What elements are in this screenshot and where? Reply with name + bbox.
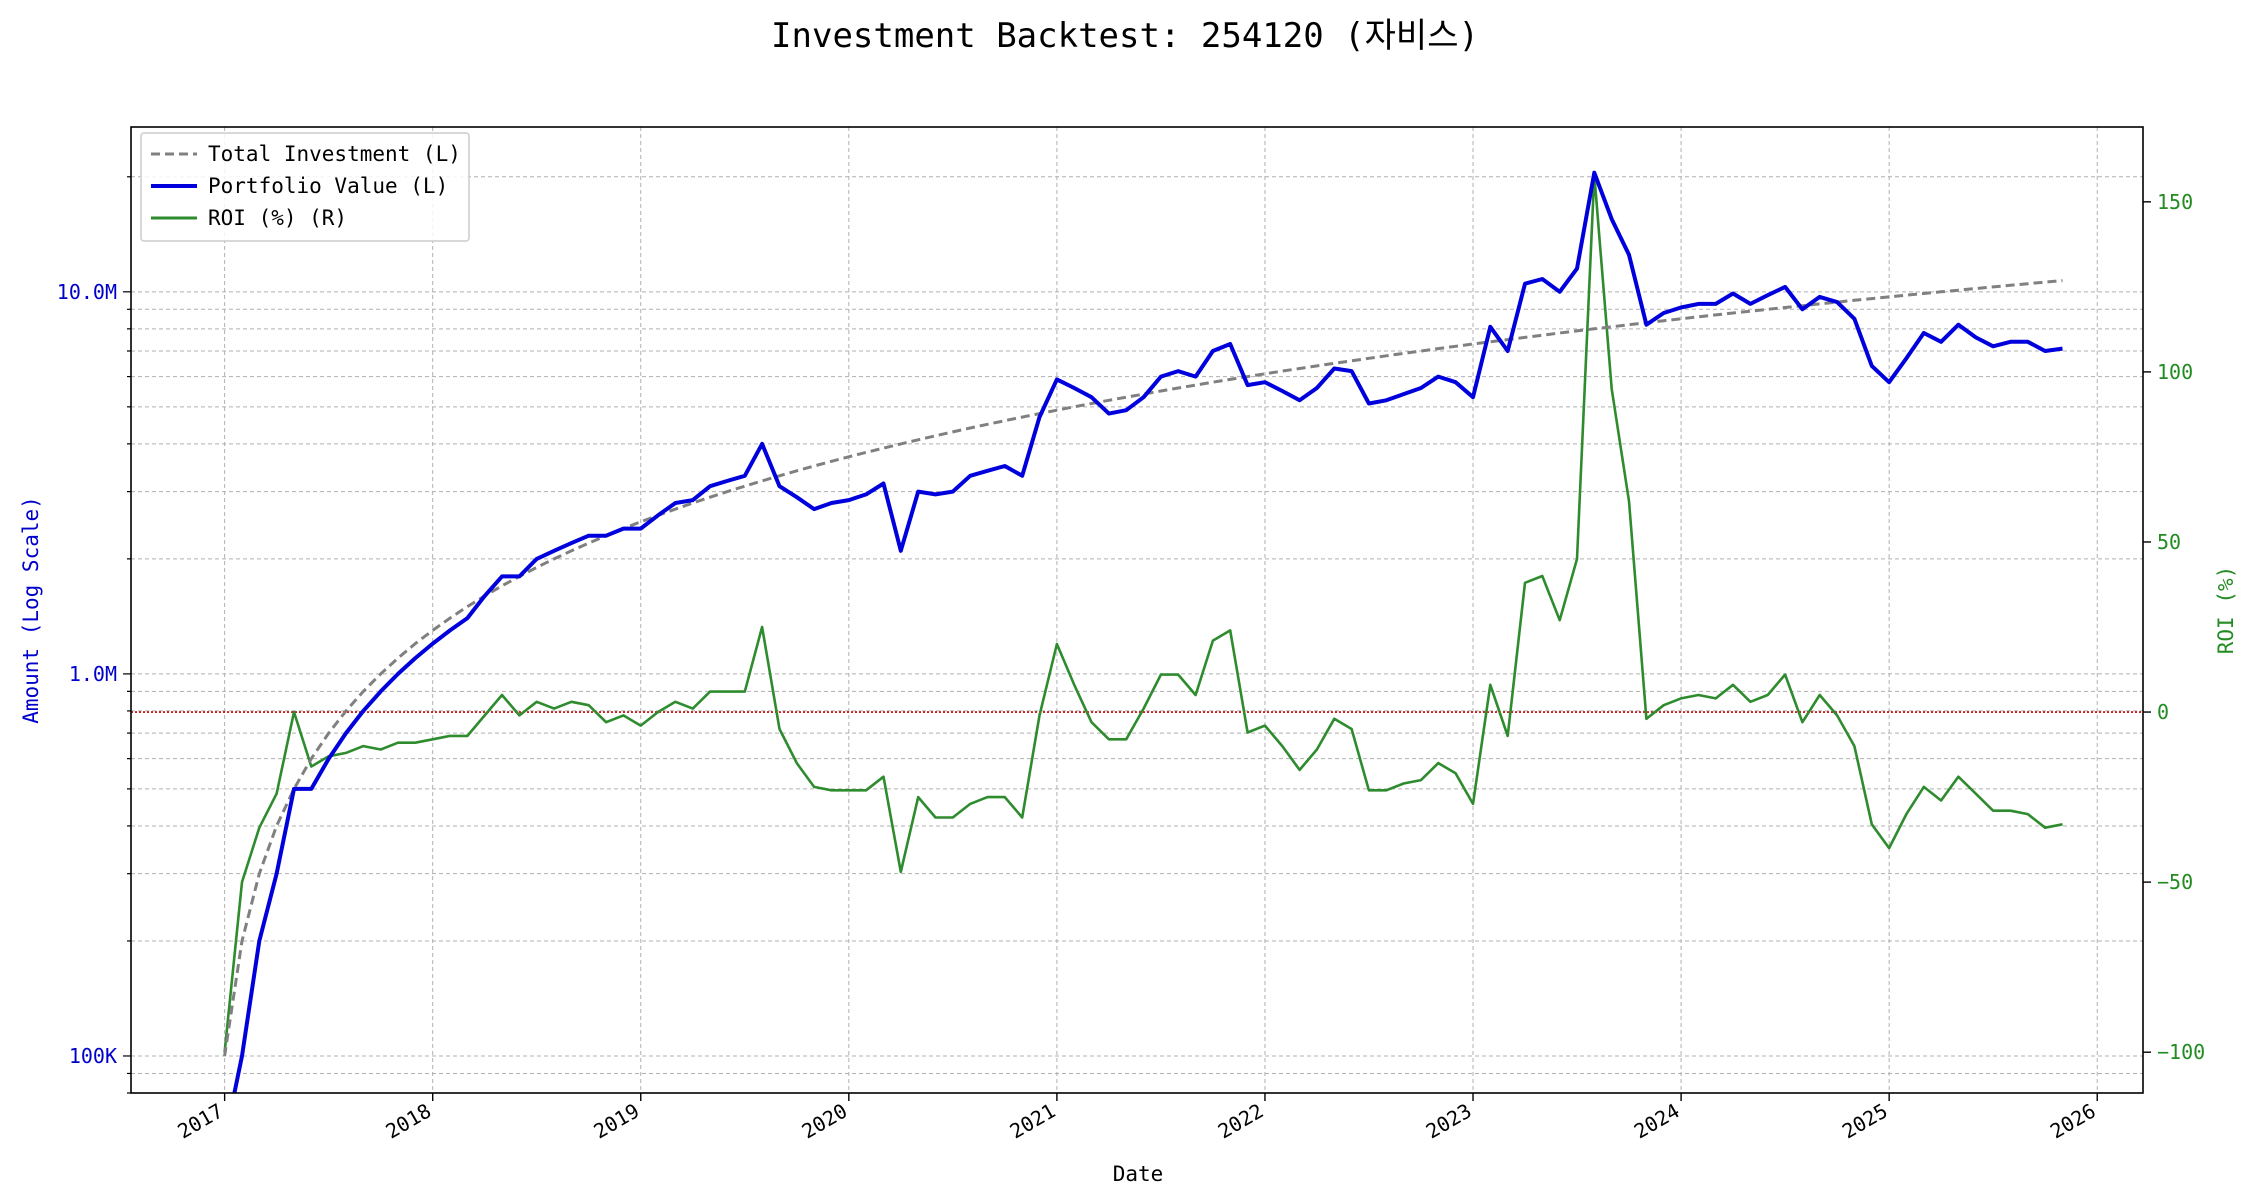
- x-tick-label: 2024: [1630, 1099, 1684, 1144]
- left-y-axis-label: Amount (Log Scale): [19, 496, 43, 724]
- legend: Total Investment (L) Portfolio Value (L)…: [140, 132, 470, 242]
- series-portfolio-value: [232, 170, 2063, 1093]
- legend-label-total-investment: Total Investment (L): [208, 142, 461, 166]
- right-y-axis-label: ROI (%): [2214, 566, 2238, 655]
- right-tick-label: −50: [2157, 870, 2193, 894]
- left-tick-label: 1.0M: [69, 662, 117, 686]
- x-tick-label: 2026: [2046, 1099, 2100, 1144]
- left-tick-label: 100K: [69, 1044, 117, 1068]
- chart-title: Investment Backtest: 254120 (자비스): [771, 16, 1479, 56]
- right-tick-label: 150: [2157, 190, 2193, 214]
- x-tick-label: 2018: [381, 1099, 435, 1144]
- x-tick-label: 2023: [1422, 1099, 1476, 1144]
- legend-label-roi: ROI (%) (R): [208, 206, 347, 230]
- right-tick-label: 0: [2157, 700, 2169, 724]
- series-total-investment: [223, 279, 2063, 1057]
- plot-frame: [130, 126, 2144, 1094]
- right-tick-label: −100: [2157, 1040, 2205, 1064]
- y-axis-left: 100K 1.0M 10.0M: [57, 176, 131, 1094]
- series-layer: [223, 170, 2063, 1093]
- x-tick-label: 2025: [1838, 1099, 1892, 1144]
- x-axis-label: Date: [1113, 1162, 1164, 1186]
- x-tick-label: 2019: [590, 1099, 644, 1144]
- x-tick-label: 2017: [173, 1099, 227, 1144]
- series-roi: [223, 173, 2063, 1053]
- legend-label-portfolio-value: Portfolio Value (L): [208, 174, 448, 198]
- legend-box: [140, 132, 470, 242]
- x-tick-label: 2021: [1006, 1099, 1060, 1144]
- right-tick-label: 100: [2157, 360, 2193, 384]
- x-axis: 2017 2018 2019 2020 2021 2022 2023 2024 2025 2026: [173, 1093, 2100, 1144]
- x-tick-label: 2022: [1214, 1099, 1268, 1144]
- left-tick-label: 10.0M: [57, 280, 117, 304]
- x-tick-label: 2020: [798, 1099, 852, 1144]
- right-tick-label: 50: [2157, 530, 2181, 554]
- y-axis-right: −100 −50 0 50 100 150: [2143, 190, 2205, 1064]
- grid-layer: [131, 127, 2143, 1094]
